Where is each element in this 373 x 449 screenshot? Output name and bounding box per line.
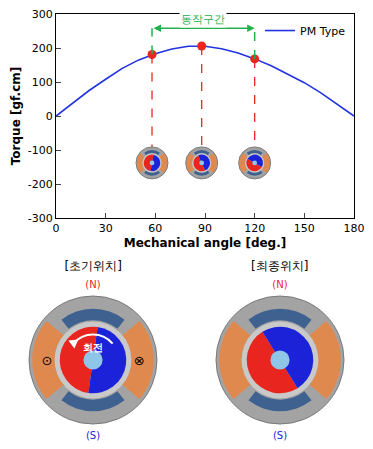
svg-text:-200: -200	[28, 178, 53, 191]
svg-text:(S): (S)	[86, 430, 100, 441]
svg-text:Torque [gf.cm]: Torque [gf.cm]	[9, 67, 23, 166]
svg-text:(S): (S)	[273, 430, 287, 441]
svg-text:(N): (N)	[272, 279, 287, 290]
svg-text:200: 200	[32, 42, 53, 55]
svg-text:120: 120	[244, 222, 265, 235]
svg-text:PM Type: PM Type	[300, 25, 345, 38]
svg-text:⊙: ⊙	[42, 353, 53, 368]
svg-text:180: 180	[344, 222, 365, 235]
svg-text:0: 0	[53, 222, 60, 235]
html-text:[초기위치]: [초기위치]	[64, 259, 122, 273]
html-text:[최종위치]: [최종위치]	[251, 259, 309, 273]
svg-text:-300: -300	[28, 212, 53, 225]
svg-text:Mechanical angle [deg.]: Mechanical angle [deg.]	[124, 236, 287, 250]
svg-text:동작구간: 동작구간	[181, 13, 225, 26]
svg-text:30: 30	[99, 222, 113, 235]
svg-text:⊗: ⊗	[134, 353, 145, 368]
svg-text:100: 100	[32, 76, 53, 89]
svg-text:회전: 회전	[83, 342, 103, 353]
svg-text:60: 60	[148, 222, 162, 235]
svg-text:(N): (N)	[86, 279, 101, 290]
svg-text:-100: -100	[28, 144, 53, 157]
svg-text:150: 150	[294, 222, 315, 235]
svg-text:90: 90	[198, 222, 212, 235]
svg-text:0: 0	[46, 110, 53, 123]
svg-text:300: 300	[32, 8, 53, 21]
